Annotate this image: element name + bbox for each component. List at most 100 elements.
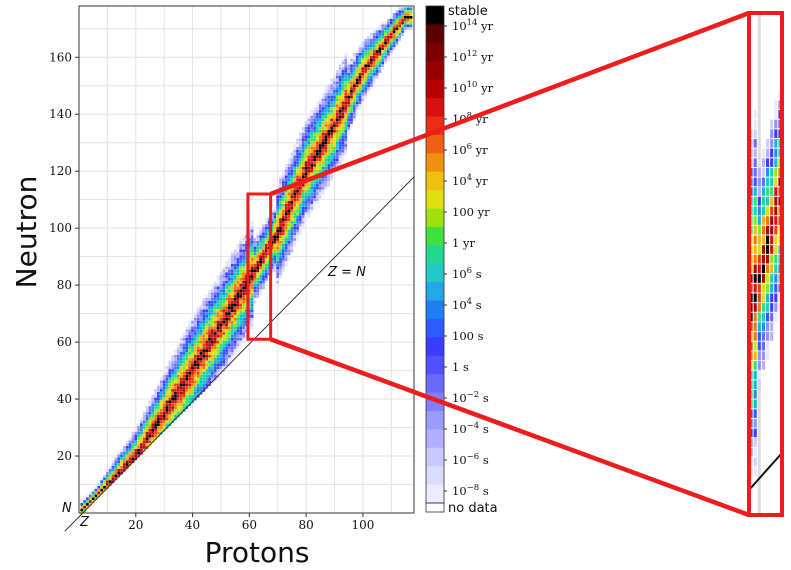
nuclide-cell bbox=[313, 146, 316, 150]
nuclide-cell bbox=[304, 192, 308, 196]
nuclide-cell bbox=[401, 21, 404, 25]
nuclide-cell bbox=[256, 286, 260, 290]
nuclide-cell bbox=[213, 343, 217, 347]
nuclide-cell bbox=[333, 101, 336, 105]
nuclide-cell bbox=[321, 92, 325, 96]
nuclide-cell bbox=[335, 155, 339, 159]
nuclide-cell bbox=[293, 198, 297, 201]
nuclide-cell bbox=[287, 198, 291, 201]
nuclide-cell bbox=[236, 323, 240, 327]
nuclide-cell bbox=[219, 297, 223, 301]
nuclide-cell bbox=[230, 317, 234, 321]
nuclide-cell bbox=[145, 431, 149, 435]
nuclide-cell bbox=[341, 155, 345, 159]
nuclide-cell bbox=[324, 90, 328, 93]
nuclide-cell bbox=[239, 286, 243, 290]
nuclide-cell bbox=[205, 354, 209, 358]
zoom-nuclide-cell bbox=[749, 274, 753, 283]
nuclide-cell bbox=[333, 90, 336, 93]
nuclide-cell bbox=[279, 201, 282, 204]
nuclide-cell bbox=[250, 309, 254, 313]
nuclide-cell bbox=[211, 334, 214, 338]
nuclide-cell bbox=[287, 226, 291, 230]
nuclide-cell bbox=[307, 181, 311, 184]
nuclide-cell bbox=[196, 334, 200, 338]
nuclide-cell bbox=[171, 380, 174, 384]
zoom-nuclide-cell bbox=[753, 303, 757, 312]
nuclide-cell bbox=[327, 129, 331, 133]
nuclide-cell bbox=[176, 389, 180, 392]
nuclide-cell bbox=[202, 317, 206, 321]
nuclide-cell bbox=[335, 132, 339, 136]
nuclide-cell bbox=[389, 53, 393, 56]
nuclide-cell bbox=[253, 289, 257, 293]
nuclide-cell bbox=[301, 212, 305, 216]
nuclide-cell bbox=[281, 215, 285, 219]
nuclide-cell bbox=[142, 417, 146, 421]
nuclide-cell bbox=[293, 212, 297, 216]
nuclide-cell bbox=[208, 289, 211, 293]
nuclide-cell bbox=[225, 269, 228, 273]
nuclide-cell bbox=[202, 360, 206, 364]
nuclide-cell bbox=[233, 303, 237, 307]
nuclide-cell bbox=[296, 175, 299, 179]
nuclide-cell bbox=[199, 366, 203, 370]
zoom-nuclide-cell bbox=[761, 187, 766, 196]
nuclide-cell bbox=[191, 394, 194, 398]
nuclide-cell bbox=[276, 195, 280, 199]
nuclide-cell bbox=[222, 363, 226, 367]
nuclide-cell bbox=[193, 320, 197, 324]
nuclide-cell bbox=[179, 391, 183, 395]
nuclide-cell bbox=[296, 141, 299, 144]
nuclide-cell bbox=[324, 92, 328, 96]
nuclide-cell bbox=[199, 317, 203, 321]
nuclide-cell bbox=[222, 340, 226, 344]
nuclide-cell bbox=[264, 278, 268, 281]
nuclide-cell bbox=[191, 380, 194, 384]
nuclide-cell bbox=[191, 389, 194, 392]
nuclide-cell bbox=[165, 411, 169, 415]
nuclide-cell bbox=[281, 255, 285, 258]
nuclide-cell bbox=[330, 129, 333, 133]
nuclide-cell bbox=[182, 360, 186, 364]
nuclide-cell bbox=[222, 312, 226, 315]
zoom-nuclide-cell bbox=[774, 167, 778, 177]
nuclide-cell bbox=[211, 357, 214, 361]
nuclide-cell bbox=[367, 55, 370, 59]
nuclide-cell bbox=[239, 280, 243, 284]
colorbar-swatch bbox=[426, 300, 444, 320]
nuclide-cell bbox=[327, 175, 331, 179]
nuclide-cell bbox=[103, 485, 106, 489]
nuclide-cell bbox=[145, 437, 149, 441]
nuclide-cell bbox=[208, 357, 211, 361]
nuclide-cell bbox=[409, 24, 413, 28]
nuclide-cell bbox=[318, 166, 322, 170]
nuclide-cell bbox=[370, 41, 373, 45]
nuclide-cell bbox=[273, 258, 277, 261]
nuclide-cell bbox=[333, 138, 336, 142]
nuclide-cell bbox=[395, 35, 399, 39]
nuclide-cell bbox=[313, 203, 316, 207]
nuclide-cell bbox=[304, 121, 308, 125]
zoom-nuclide-cell bbox=[753, 158, 757, 167]
nuclide-cell bbox=[318, 98, 322, 102]
nuclide-cell bbox=[196, 323, 200, 327]
nuclide-cell bbox=[157, 397, 160, 401]
nuclide-cell bbox=[299, 169, 302, 173]
nuclide-cell bbox=[233, 306, 237, 310]
nuclide-cell bbox=[128, 448, 132, 452]
nuclide-cell bbox=[137, 431, 140, 435]
nuclide-cell bbox=[347, 75, 350, 79]
nuclide-cell bbox=[347, 104, 350, 107]
nuclide-cell bbox=[259, 235, 262, 238]
nuclide-cell bbox=[352, 78, 356, 82]
nuclide-cell bbox=[409, 27, 413, 31]
nuclide-cell bbox=[307, 212, 311, 216]
nuclide-cell bbox=[276, 232, 280, 236]
nuclide-cell bbox=[250, 232, 254, 236]
nuclide-cell bbox=[333, 107, 336, 110]
nuclide-cell bbox=[307, 141, 311, 144]
zoom-nuclide-cell bbox=[757, 235, 761, 245]
nuclide-cell bbox=[168, 406, 172, 409]
nuclide-cell bbox=[310, 109, 314, 113]
